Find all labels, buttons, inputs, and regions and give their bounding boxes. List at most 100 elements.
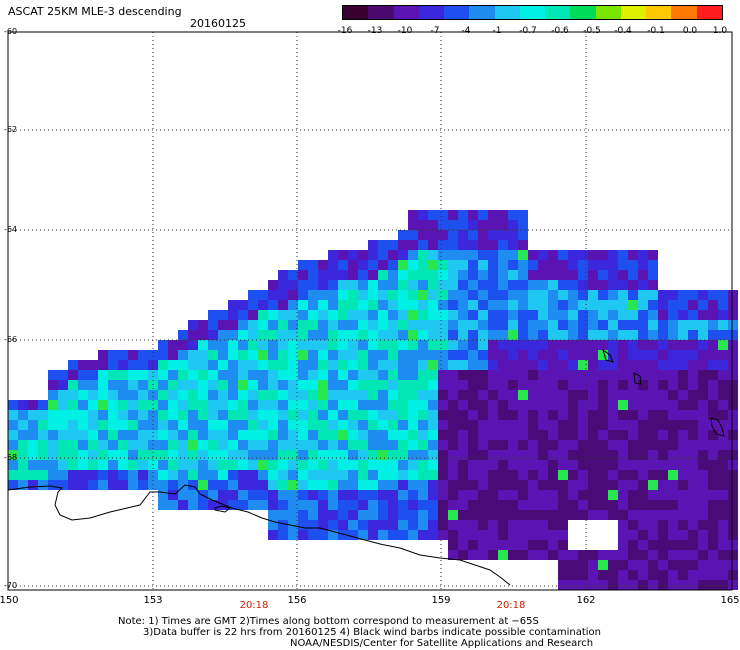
wind-cell: [498, 400, 508, 410]
wind-cell: [348, 480, 358, 490]
wind-cell: [558, 450, 568, 460]
wind-cell: [28, 400, 38, 410]
wind-cell: [638, 290, 648, 300]
wind-cell: [48, 450, 58, 460]
wind-cell: [578, 490, 588, 500]
wind-cell: [688, 370, 698, 380]
wind-cell: [388, 380, 398, 390]
wind-cell: [458, 510, 468, 520]
wind-cell: [588, 360, 598, 370]
wind-cell: [648, 320, 658, 330]
wind-cell: [168, 480, 178, 490]
wind-cell: [78, 430, 88, 440]
wind-cell: [418, 470, 428, 480]
wind-cell: [188, 360, 198, 370]
wind-cell: [218, 340, 228, 350]
wind-cell: [648, 360, 658, 370]
wind-cell: [458, 470, 468, 480]
wind-cell: [348, 470, 358, 480]
wind-cell: [678, 540, 688, 550]
wind-cell: [478, 290, 488, 300]
wind-cell: [358, 290, 368, 300]
wind-cell: [508, 370, 518, 380]
wind-cell: [278, 320, 288, 330]
wind-cell: [58, 390, 68, 400]
wind-cell: [648, 420, 658, 430]
wind-cell: [548, 440, 558, 450]
scale-label: -13: [367, 26, 383, 36]
wind-cell: [578, 260, 588, 270]
wind-cell: [428, 260, 438, 270]
wind-cell: [518, 420, 528, 430]
wind-cell: [588, 550, 598, 560]
wind-cell: [608, 500, 618, 510]
scale-label: 1.0: [712, 26, 728, 36]
wind-cell: [258, 420, 268, 430]
wind-cell: [468, 350, 478, 360]
wind-cell: [198, 390, 208, 400]
wind-cell: [98, 470, 108, 480]
wind-cell: [308, 280, 318, 290]
wind-cell: [408, 530, 418, 540]
wind-cell: [618, 260, 628, 270]
wind-cell: [658, 380, 668, 390]
wind-cell: [428, 340, 438, 350]
map-frame: [7, 31, 733, 591]
wind-cell: [68, 370, 78, 380]
wind-cell: [328, 260, 338, 270]
wind-cell: [238, 410, 248, 420]
wind-cell: [138, 350, 148, 360]
wind-cell: [588, 410, 598, 420]
wind-cell: [548, 480, 558, 490]
wind-cell: [408, 490, 418, 500]
wind-cell: [708, 550, 718, 560]
wind-cell: [518, 280, 528, 290]
wind-cell: [708, 340, 718, 350]
wind-cell: [538, 500, 548, 510]
wind-cell: [628, 530, 638, 540]
wind-cell: [348, 270, 358, 280]
wind-cell: [688, 470, 698, 480]
scale-label: 0.0: [682, 26, 698, 36]
wind-cell: [508, 520, 518, 530]
wind-cell: [588, 260, 598, 270]
wind-cell: [678, 340, 688, 350]
wind-cell: [708, 390, 718, 400]
wind-cell: [458, 350, 468, 360]
wind-cell: [278, 310, 288, 320]
wind-cell: [328, 450, 338, 460]
wind-cell: [178, 440, 188, 450]
wind-cell: [368, 240, 378, 250]
wind-cell: [408, 500, 418, 510]
wind-cell: [328, 420, 338, 430]
wind-cell: [428, 330, 438, 340]
wind-cell: [268, 350, 278, 360]
wind-cell: [678, 440, 688, 450]
wind-cell: [428, 360, 438, 370]
wind-cell: [388, 470, 398, 480]
wind-cell: [478, 540, 488, 550]
wind-cell: [478, 470, 488, 480]
wind-cell: [408, 430, 418, 440]
wind-cell: [348, 360, 358, 370]
wind-cell: [398, 480, 408, 490]
wind-cell: [528, 390, 538, 400]
wind-cell: [88, 360, 98, 370]
wind-cell: [198, 380, 208, 390]
wind-cell: [398, 320, 408, 330]
wind-cell: [558, 580, 568, 590]
wind-cell: [608, 470, 618, 480]
wind-cell: [438, 530, 448, 540]
wind-cell: [198, 320, 208, 330]
wind-cell: [418, 220, 428, 230]
wind-cell: [698, 330, 708, 340]
wind-cell: [658, 540, 668, 550]
wind-cell: [358, 390, 368, 400]
wind-cell: [438, 490, 448, 500]
wind-cell: [88, 390, 98, 400]
wind-cell: [458, 500, 468, 510]
wind-cell: [648, 260, 658, 270]
wind-cell: [218, 460, 228, 470]
wind-cell: [178, 380, 188, 390]
wind-cell: [338, 340, 348, 350]
